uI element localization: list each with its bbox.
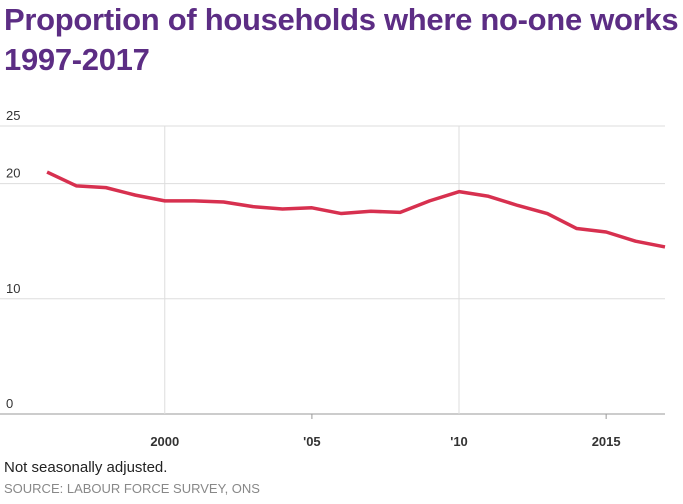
x-tick-label: '05	[303, 434, 321, 449]
y-tick-label: 25	[6, 108, 20, 123]
x-tick-label: 2000	[150, 434, 179, 449]
y-tick-label: 0	[6, 396, 13, 411]
chart: 0 10 20 25 2000 '05 '10 2015	[0, 108, 666, 449]
note: Not seasonally adjusted.	[4, 459, 168, 476]
line	[46, 170, 666, 249]
y-tick-label: 10	[6, 281, 20, 296]
chart-title: Proportion of households where no-one wo…	[4, 2, 679, 77]
source: SOURCE: LABOUR FORCE SURVEY, ONS	[4, 481, 260, 496]
x-tick-label: 2015	[592, 434, 621, 449]
x-tick-label: '10	[450, 434, 468, 449]
y-tick-label: 20	[6, 166, 20, 181]
